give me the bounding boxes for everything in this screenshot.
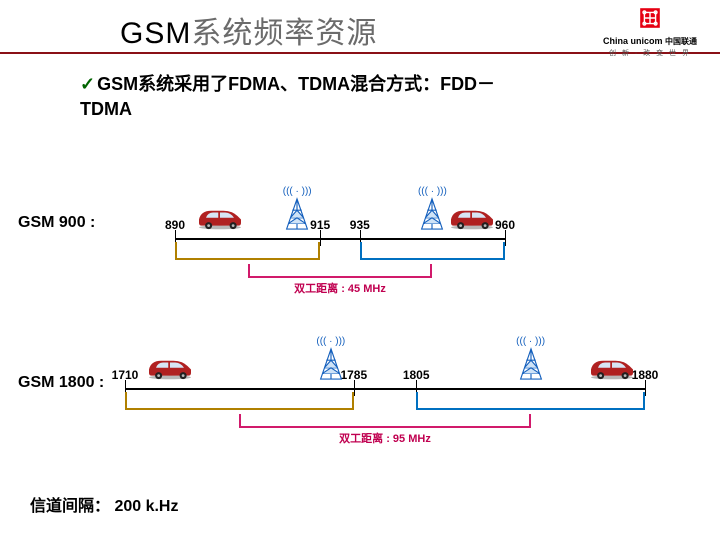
gsm1800-diagram: GSM 1800 : 1710178518051880双工距离 : 95 MHz… [0,340,720,460]
bullet-point: ✓GSM系统采用了FDMA、TDMA混合方式：FDD－ TDMA [80,72,640,122]
downlink-bracket [416,392,645,410]
gsm1800-spectrum: 1710178518051880双工距离 : 95 MHz ((( · ))) … [125,340,645,410]
tower-icon: ((( · ))) [282,186,312,230]
title-en: GSM [120,17,191,50]
uplink-bracket [125,392,354,410]
brand-logo: China unicom 中国联通 创 新 · 改 变 世 界 [590,4,710,58]
freq-tick [320,230,321,246]
tower-icon: ((( · ))) [516,336,546,380]
duplex-label: 双工距离 : 95 MHz [339,430,431,446]
channel-spacing-note: 信道间隔： 200 k.Hz [30,492,179,516]
freq-label-ul_lo: 1710 [112,368,139,382]
car-icon [193,202,247,230]
logo-slogan: 创 新 · 改 变 世 界 [590,48,710,58]
gsm900-diagram: GSM 900 : 890915935960双工距离 : 45 MHz ((( … [0,190,720,310]
checkmark-icon: ✓ [80,74,95,94]
gsm900-spectrum: 890915935960双工距离 : 45 MHz ((( · ))) ((( … [175,190,505,260]
unicom-knot-icon [636,4,664,32]
downlink-bracket [360,242,505,260]
tower-icon: ((( · ))) [417,186,447,230]
duplex-bracket [239,414,530,428]
freq-tick [645,380,646,396]
logo-text: China unicom 中国联通 [590,36,710,47]
freq-label-ul_hi: 915 [310,218,330,232]
duplex-label: 双工距离 : 45 MHz [294,280,386,296]
axis-line [175,238,505,240]
slide-header: GSM系统频率资源 China unicom 中国联通 创 新 · 改 变 世 … [0,0,720,58]
bullet-text-1: GSM系统采用了FDMA、TDMA混合方式：FDD－ [97,74,495,94]
freq-label-dl_lo: 1805 [403,368,430,382]
freq-label-ul_lo: 890 [165,218,185,232]
slide-title: GSM系统频率资源 [120,8,377,54]
freq-tick [354,380,355,396]
car-icon [143,352,197,380]
freq-label-dl_lo: 935 [350,218,370,232]
uplink-bracket [175,242,320,260]
gsm1800-label: GSM 1800 : [18,374,104,392]
tower-icon: ((( · ))) [316,336,346,380]
title-cn: 系统频率资源 [191,17,377,50]
freq-tick [505,230,506,246]
gsm900-label: GSM 900 : [18,214,95,232]
axis-line [125,388,645,390]
car-icon [445,202,499,230]
duplex-bracket [248,264,433,278]
bullet-text-2: TDMA [80,99,132,119]
car-icon [585,352,639,380]
